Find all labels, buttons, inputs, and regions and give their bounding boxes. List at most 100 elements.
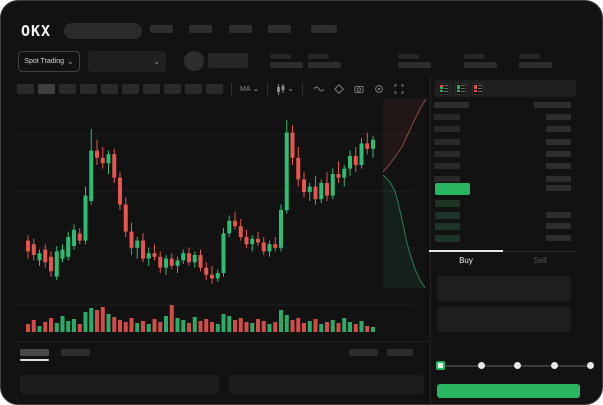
volume-bar bbox=[118, 320, 122, 332]
book-view-asks[interactable] bbox=[472, 82, 484, 95]
candle-body bbox=[342, 168, 347, 178]
stat-value-placeholder bbox=[464, 62, 497, 68]
slider-stop-dot[interactable] bbox=[514, 362, 521, 369]
book-view-combined[interactable] bbox=[438, 82, 450, 95]
volume-bar bbox=[123, 322, 128, 332]
buy-submit-button[interactable] bbox=[437, 384, 580, 398]
toolbar-icon-button[interactable] bbox=[394, 84, 404, 95]
book-icon-cell bbox=[440, 87, 443, 90]
candle-body bbox=[279, 210, 283, 248]
chart-toolbar: MA ⌄ ⌄ bbox=[17, 83, 407, 95]
tab-buy[interactable]: Buy bbox=[459, 256, 473, 265]
ask-price-placeholder[interactable] bbox=[434, 139, 460, 145]
orders-tab[interactable] bbox=[61, 349, 90, 356]
toolbar-icon-button[interactable] bbox=[374, 84, 384, 95]
toolbar-icon-button[interactable] bbox=[313, 84, 324, 95]
timeframe-button[interactable] bbox=[38, 84, 55, 94]
search-input[interactable] bbox=[64, 23, 142, 39]
orders-tab-active[interactable] bbox=[20, 349, 49, 356]
book-view-bids[interactable] bbox=[455, 82, 467, 95]
volume-bar bbox=[106, 314, 111, 332]
nav-item-placeholder[interactable] bbox=[229, 25, 252, 33]
timeframe-button[interactable] bbox=[101, 84, 118, 94]
volume-bar bbox=[313, 319, 318, 332]
volume-bar bbox=[83, 312, 88, 332]
ask-amount-placeholder bbox=[546, 151, 571, 157]
last-price-badge[interactable] bbox=[435, 183, 470, 195]
slider-stop-dot[interactable] bbox=[478, 362, 485, 369]
volume-bar bbox=[290, 320, 295, 332]
volume-bar bbox=[330, 320, 335, 332]
ask-price-placeholder[interactable] bbox=[434, 126, 460, 132]
candle-body bbox=[319, 183, 324, 200]
timeframe-button[interactable] bbox=[143, 84, 160, 94]
nav-item-placeholder[interactable] bbox=[311, 25, 337, 33]
book-icon-line bbox=[461, 85, 465, 87]
ma-label: MA bbox=[240, 85, 251, 93]
okx-logo[interactable]: OKX bbox=[21, 22, 52, 40]
stat-value-placeholder bbox=[270, 62, 303, 68]
volume-bar bbox=[371, 327, 375, 332]
ask-amount-placeholder bbox=[546, 163, 571, 169]
trade-input-field[interactable] bbox=[437, 276, 571, 301]
candle-body bbox=[60, 249, 65, 259]
bid-price-placeholder[interactable] bbox=[435, 212, 460, 219]
nav-item-placeholder[interactable] bbox=[150, 25, 173, 33]
bid-price-placeholder[interactable] bbox=[435, 223, 460, 230]
nav-item-placeholder[interactable] bbox=[268, 25, 291, 33]
slider-handle[interactable] bbox=[436, 361, 445, 370]
orders-filter-placeholder[interactable] bbox=[387, 349, 413, 356]
indicator-ma-button[interactable]: MA ⌄ bbox=[240, 85, 259, 93]
volume-bar bbox=[319, 324, 324, 332]
stat-label-placeholder bbox=[464, 54, 485, 59]
timeframe-button[interactable] bbox=[185, 84, 202, 94]
timeframe-button[interactable] bbox=[164, 84, 181, 94]
bid-price-placeholder[interactable] bbox=[435, 200, 460, 207]
timeframe-button[interactable] bbox=[80, 84, 97, 94]
toolbar-icon-button[interactable] bbox=[333, 83, 344, 95]
volume-bar bbox=[164, 316, 168, 332]
volume-bar bbox=[89, 308, 94, 332]
candle-body bbox=[135, 240, 140, 248]
volume-bar bbox=[353, 324, 358, 332]
book-icon-line bbox=[478, 85, 482, 87]
toolbar-icon-button[interactable] bbox=[354, 84, 364, 95]
candle-body bbox=[353, 156, 358, 165]
market-type-selector[interactable]: Spot Trading ⌄ bbox=[18, 51, 80, 72]
tab-sell[interactable]: Sell bbox=[533, 256, 547, 265]
book-icon-line bbox=[444, 87, 448, 89]
trade-input-field[interactable] bbox=[437, 307, 571, 332]
volume-bar bbox=[72, 319, 76, 332]
ask-amount-placeholder bbox=[546, 139, 571, 145]
volume-bar bbox=[359, 321, 364, 332]
slider-stop-dot[interactable] bbox=[551, 362, 558, 369]
orders-filter-placeholder[interactable] bbox=[349, 349, 378, 356]
candle-body bbox=[31, 244, 36, 255]
volume-bar bbox=[152, 319, 157, 332]
volume-bar bbox=[325, 322, 329, 332]
book-icon-cell bbox=[474, 87, 477, 90]
timeframe-button[interactable] bbox=[122, 84, 139, 94]
chevron-down-icon: ⌄ bbox=[287, 84, 294, 93]
book-icon-line bbox=[461, 90, 465, 92]
timeframe-button[interactable] bbox=[59, 84, 76, 94]
timeframe-button[interactable] bbox=[17, 84, 34, 94]
candle-type-button[interactable]: ⌄ bbox=[276, 83, 294, 95]
candle-body bbox=[169, 258, 174, 266]
pair-selector[interactable]: ⌄ bbox=[88, 51, 166, 72]
nav-item-placeholder[interactable] bbox=[189, 25, 212, 33]
volume-bar bbox=[66, 321, 71, 332]
book-icon-row bbox=[440, 90, 448, 93]
candle-body bbox=[77, 233, 82, 241]
bid-price-placeholder[interactable] bbox=[435, 235, 460, 242]
timeframe-button[interactable] bbox=[206, 84, 223, 94]
ask-price-placeholder[interactable] bbox=[434, 176, 460, 182]
top-nav bbox=[1, 25, 602, 33]
ask-price-placeholder[interactable] bbox=[434, 114, 460, 120]
ask-price-placeholder[interactable] bbox=[434, 151, 460, 157]
ask-price-placeholder[interactable] bbox=[434, 163, 460, 169]
slider-stop-dot[interactable] bbox=[587, 362, 594, 369]
candle-body bbox=[49, 256, 53, 272]
candlestick-chart[interactable] bbox=[15, 97, 431, 347]
candle-body bbox=[146, 253, 151, 259]
